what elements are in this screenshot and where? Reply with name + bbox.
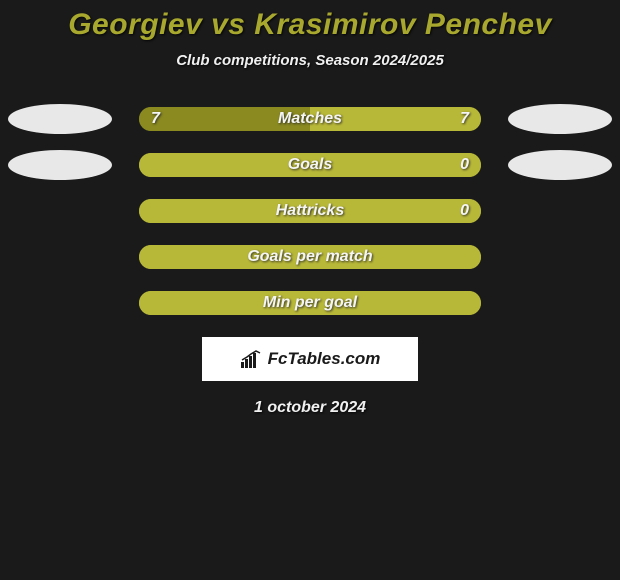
stat-row: 7 7 Matches	[0, 107, 620, 131]
stat-label: Min per goal	[263, 294, 357, 312]
stat-bar: 0 Goals	[139, 153, 481, 177]
subtitle: Club competitions, Season 2024/2025	[0, 52, 620, 69]
player-pill-left	[8, 104, 112, 134]
player-pill-left	[8, 150, 112, 180]
stat-value-right: 0	[460, 156, 469, 174]
logo-box[interactable]: FcTables.com	[202, 337, 418, 381]
page-title: Georgiev vs Krasimirov Penchev	[0, 8, 620, 42]
stat-row: 0 Hattricks	[0, 199, 620, 223]
comparison-card: Georgiev vs Krasimirov Penchev Club comp…	[0, 0, 620, 417]
stat-value-right: 7	[460, 110, 469, 128]
chart-icon	[240, 350, 262, 368]
stat-bar: 7 7 Matches	[139, 107, 481, 131]
stat-label: Matches	[278, 110, 342, 128]
stat-row: 0 Goals	[0, 153, 620, 177]
stat-row: Goals per match	[0, 245, 620, 269]
player-pill-right	[508, 150, 612, 180]
stat-bar: Min per goal	[139, 291, 481, 315]
logo-text: FcTables.com	[268, 349, 381, 369]
stat-label: Goals	[288, 156, 332, 174]
stat-bar: Goals per match	[139, 245, 481, 269]
stat-row: Min per goal	[0, 291, 620, 315]
stat-value-left: 7	[151, 110, 160, 128]
player-pill-right	[508, 104, 612, 134]
stat-rows: 7 7 Matches 0 Goals 0 Hattricks Goals per match…	[0, 107, 620, 315]
stat-value-right: 0	[460, 202, 469, 220]
stat-label: Hattricks	[276, 202, 344, 220]
stat-label: Goals per match	[247, 248, 372, 266]
date-label: 1 october 2024	[0, 399, 620, 417]
stat-bar: 0 Hattricks	[139, 199, 481, 223]
